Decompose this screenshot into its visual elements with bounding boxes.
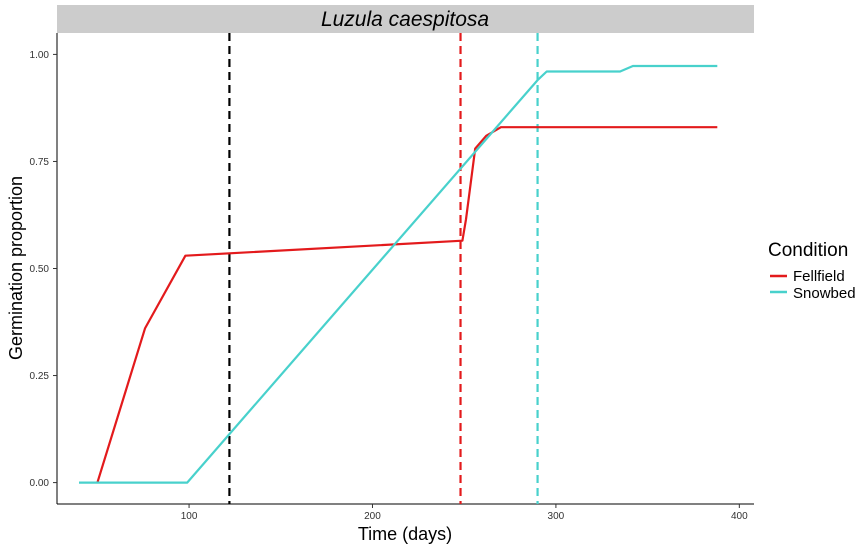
series-lines xyxy=(79,64,718,484)
x-tick-label: 200 xyxy=(364,511,381,522)
series-line-snowbed xyxy=(79,64,718,484)
reference-lines xyxy=(228,33,539,504)
y-axis-ticks: 0.00 0.25 0.50 0.75 1.00 xyxy=(30,50,57,489)
facet-strip xyxy=(57,5,754,33)
y-tick-label: 0.50 xyxy=(30,264,50,275)
x-tick-label: 100 xyxy=(181,511,198,522)
y-axis-title: Germination proportion xyxy=(6,176,26,360)
legend-title: Condition xyxy=(768,240,848,261)
facet-strip-title: Luzula caespitosa xyxy=(321,8,489,31)
y-tick-label: 0.00 xyxy=(30,478,50,489)
legend-label-snowbed: Snowbed xyxy=(793,285,856,302)
x-tick-label: 400 xyxy=(731,511,748,522)
x-tick-label: 300 xyxy=(548,511,565,522)
x-axis-title: Time (days) xyxy=(358,524,452,544)
series-line-fellfield xyxy=(96,126,718,483)
legend-label-fellfield: Fellfield xyxy=(793,268,845,285)
y-tick-label: 1.00 xyxy=(30,50,50,61)
y-tick-label: 0.75 xyxy=(30,157,50,168)
legend: Condition Fellfield Snowbed xyxy=(768,240,856,302)
y-tick-label: 0.25 xyxy=(30,371,50,382)
x-axis-ticks: 100 200 300 400 xyxy=(181,504,748,522)
